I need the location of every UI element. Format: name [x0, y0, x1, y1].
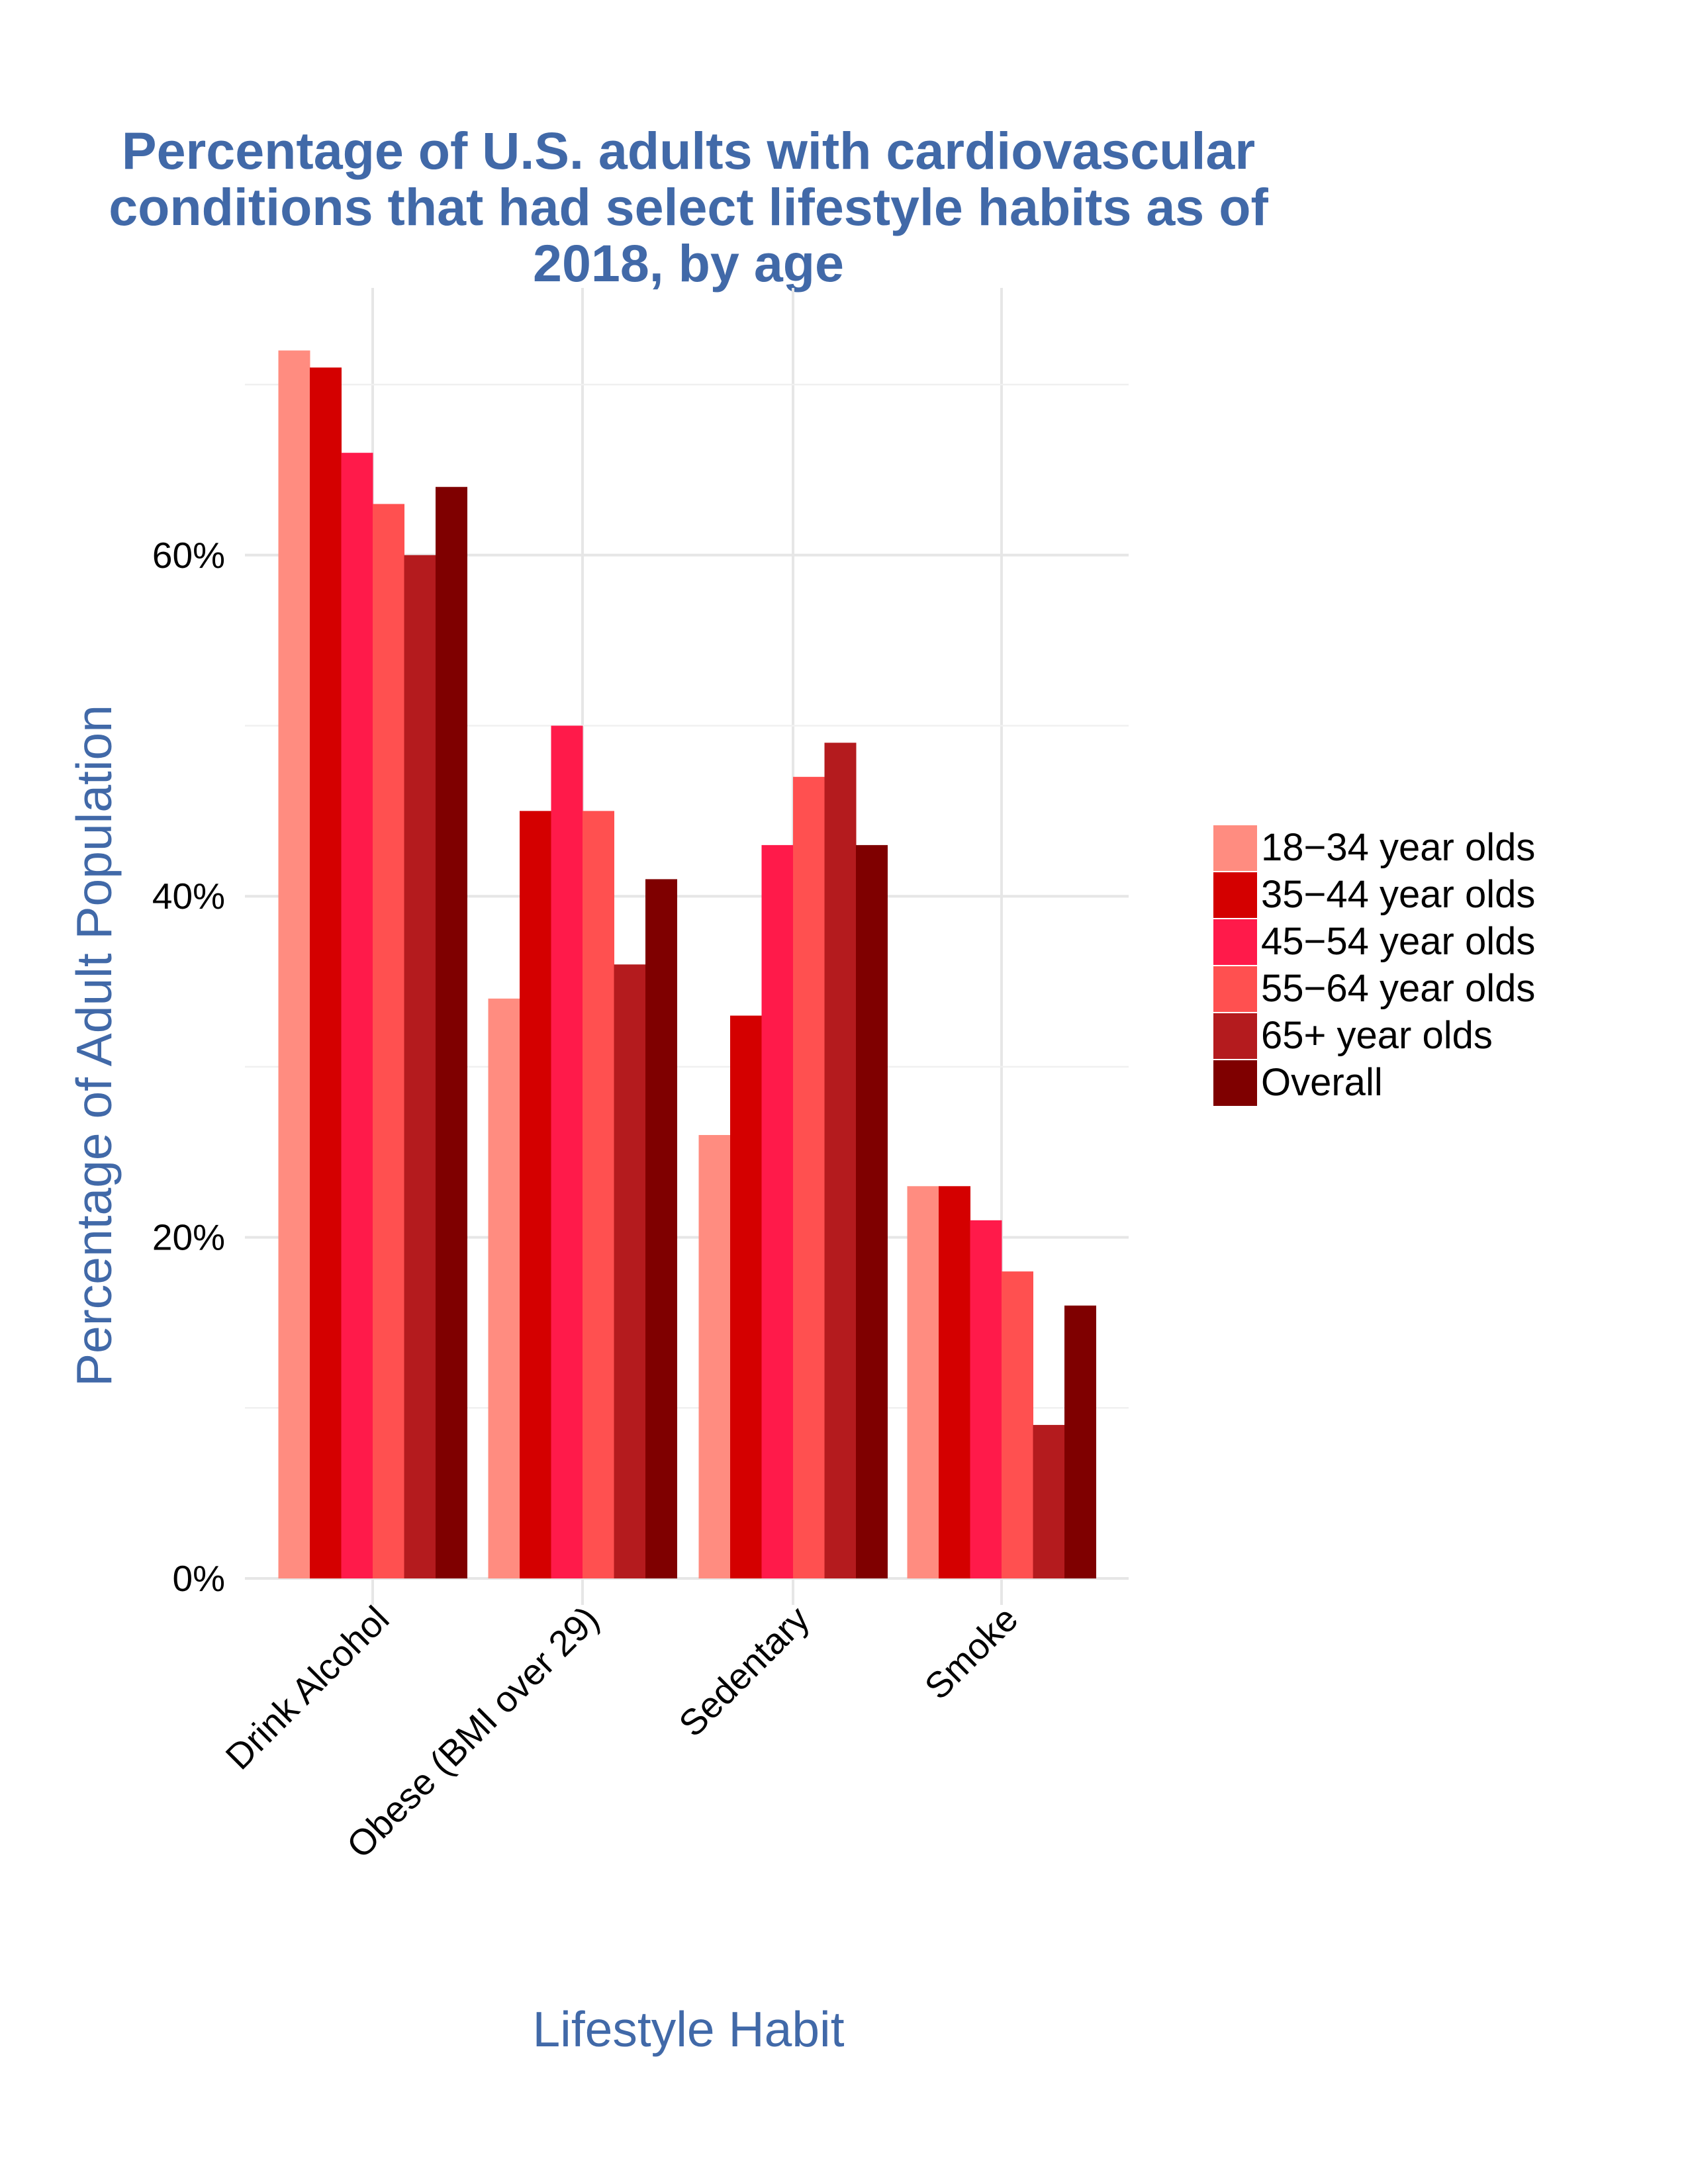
bars	[278, 350, 1096, 1579]
bar	[1064, 1305, 1096, 1578]
legend-key	[1213, 919, 1257, 965]
chart-title-line-1: Percentage of U.S. adults with cardiovas…	[122, 121, 1255, 180]
y-tick-label: 20%	[152, 1217, 225, 1258]
chart-title: Percentage of U.S. adults with cardiovas…	[109, 121, 1268, 293]
bar	[970, 1220, 1002, 1578]
bar	[341, 453, 373, 1579]
chart-title-line-3: 2018, by age	[533, 234, 844, 293]
legend-label: 55−64 year olds	[1261, 967, 1535, 1010]
bar	[907, 1186, 939, 1578]
bar	[488, 998, 520, 1578]
y-axis-title: Percentage of Adult Population	[66, 705, 122, 1387]
legend-key	[1213, 1060, 1257, 1106]
bar	[404, 555, 436, 1578]
legend-label: 18−34 year olds	[1261, 826, 1535, 869]
bar	[583, 811, 614, 1578]
y-tick-label: 60%	[152, 535, 225, 576]
bar	[373, 504, 404, 1578]
chart-title-line-2: conditions that had select lifestyle hab…	[109, 177, 1268, 236]
bar	[793, 776, 825, 1578]
legend-label: 65+ year olds	[1261, 1014, 1493, 1057]
bar	[939, 1186, 970, 1578]
bar	[436, 486, 467, 1578]
legend-key	[1213, 872, 1257, 918]
y-tick-label: 40%	[152, 876, 225, 917]
bar	[730, 1015, 762, 1578]
bar	[278, 350, 310, 1578]
bar	[856, 844, 888, 1578]
bar	[1002, 1271, 1033, 1578]
legend-key	[1213, 1013, 1257, 1059]
bar	[761, 844, 794, 1578]
bar	[698, 1134, 731, 1578]
legend-label: 35−44 year olds	[1261, 873, 1535, 916]
legend-key	[1213, 825, 1257, 871]
y-tick-label: 0%	[173, 1558, 226, 1599]
bar	[1033, 1425, 1065, 1578]
legend-key	[1213, 966, 1257, 1012]
x-axis-title: Lifestyle Habit	[532, 2001, 844, 2057]
bar	[824, 743, 857, 1578]
legend-label: Overall	[1261, 1061, 1383, 1104]
bar	[520, 811, 551, 1578]
bar	[310, 367, 342, 1578]
bar	[551, 725, 583, 1578]
y-axis-ticks: 0% 20% 40% 60%	[152, 535, 225, 1599]
x-tick-label: Drink Alcohol	[218, 1598, 397, 1778]
x-tick-label: Smoke	[917, 1598, 1026, 1707]
bar	[645, 879, 677, 1578]
legend-label: 45−54 year olds	[1261, 920, 1535, 963]
bar	[614, 964, 646, 1578]
x-tick-label: Sedentary	[671, 1598, 817, 1744]
